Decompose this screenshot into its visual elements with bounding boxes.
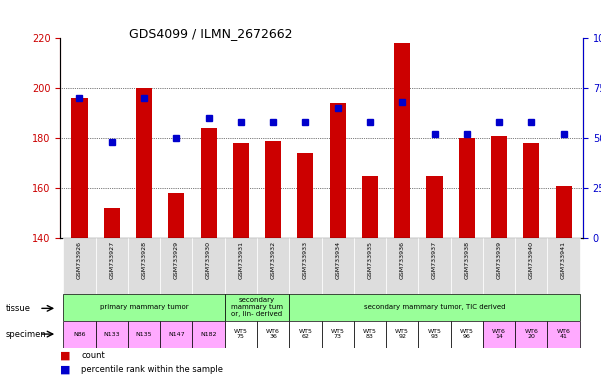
FancyBboxPatch shape [386, 321, 418, 348]
Text: WT5
96: WT5 96 [460, 329, 474, 339]
FancyBboxPatch shape [386, 238, 418, 294]
FancyBboxPatch shape [322, 321, 354, 348]
Text: secondary
mammary tum
or, lin- derived: secondary mammary tum or, lin- derived [231, 297, 283, 317]
Bar [201, 128, 216, 238]
Text: GDS4099 / ILMN_2672662: GDS4099 / ILMN_2672662 [129, 27, 292, 40]
Text: N133: N133 [103, 331, 120, 337]
FancyBboxPatch shape [483, 321, 515, 348]
Bar [265, 141, 281, 238]
Bar [168, 193, 185, 238]
Text: primary mammary tumor: primary mammary tumor [100, 304, 188, 310]
Text: GSM733926: GSM733926 [77, 241, 82, 279]
FancyBboxPatch shape [192, 238, 225, 294]
FancyBboxPatch shape [354, 238, 386, 294]
FancyBboxPatch shape [548, 321, 580, 348]
Text: WT5
92: WT5 92 [395, 329, 409, 339]
FancyBboxPatch shape [225, 294, 289, 321]
Bar [459, 138, 475, 238]
Text: GSM733934: GSM733934 [335, 241, 340, 279]
FancyBboxPatch shape [289, 321, 322, 348]
FancyBboxPatch shape [515, 238, 548, 294]
Text: N182: N182 [200, 331, 217, 337]
Bar [297, 153, 314, 238]
FancyBboxPatch shape [160, 321, 192, 348]
FancyBboxPatch shape [515, 321, 548, 348]
Text: N135: N135 [136, 331, 152, 337]
FancyBboxPatch shape [63, 294, 225, 321]
Text: GSM733935: GSM733935 [367, 241, 373, 279]
FancyBboxPatch shape [354, 321, 386, 348]
Text: tissue: tissue [6, 304, 31, 313]
Text: WT6
36: WT6 36 [266, 329, 280, 339]
Text: WT6
20: WT6 20 [525, 329, 538, 339]
FancyBboxPatch shape [96, 321, 128, 348]
FancyBboxPatch shape [322, 238, 354, 294]
Bar [72, 98, 88, 238]
Text: N147: N147 [168, 331, 185, 337]
Text: GSM733927: GSM733927 [109, 241, 114, 279]
FancyBboxPatch shape [257, 321, 289, 348]
Text: N86: N86 [73, 331, 86, 337]
FancyBboxPatch shape [128, 321, 160, 348]
FancyBboxPatch shape [128, 238, 160, 294]
FancyBboxPatch shape [483, 238, 515, 294]
Bar [233, 143, 249, 238]
Bar [491, 136, 507, 238]
Text: GSM733933: GSM733933 [303, 241, 308, 279]
Text: GSM733941: GSM733941 [561, 241, 566, 279]
Bar [394, 43, 410, 238]
Bar [362, 175, 378, 238]
Text: WT5
83: WT5 83 [363, 329, 377, 339]
Text: GSM733929: GSM733929 [174, 241, 178, 279]
FancyBboxPatch shape [548, 238, 580, 294]
Text: WT6
41: WT6 41 [557, 329, 570, 339]
FancyBboxPatch shape [96, 238, 128, 294]
Text: specimen: specimen [6, 329, 47, 339]
Text: GSM733940: GSM733940 [529, 241, 534, 279]
FancyBboxPatch shape [225, 238, 257, 294]
Text: WT5
62: WT5 62 [299, 329, 313, 339]
FancyBboxPatch shape [418, 238, 451, 294]
Text: secondary mammary tumor, TIC derived: secondary mammary tumor, TIC derived [364, 304, 505, 310]
Text: percentile rank within the sample: percentile rank within the sample [81, 365, 223, 374]
FancyBboxPatch shape [192, 321, 225, 348]
Text: WT6
14: WT6 14 [492, 329, 506, 339]
Text: GSM733939: GSM733939 [496, 241, 502, 279]
FancyBboxPatch shape [63, 321, 96, 348]
Text: GSM733937: GSM733937 [432, 241, 437, 279]
Text: ■: ■ [60, 350, 70, 360]
FancyBboxPatch shape [418, 321, 451, 348]
Bar [136, 88, 152, 238]
Text: WT5
75: WT5 75 [234, 329, 248, 339]
FancyBboxPatch shape [289, 238, 322, 294]
Text: GSM733936: GSM733936 [400, 241, 404, 279]
Text: GSM733930: GSM733930 [206, 241, 211, 279]
Bar [104, 208, 120, 238]
Bar [555, 185, 572, 238]
FancyBboxPatch shape [257, 238, 289, 294]
FancyBboxPatch shape [63, 238, 96, 294]
FancyBboxPatch shape [160, 238, 192, 294]
Text: WT5
93: WT5 93 [427, 329, 442, 339]
Text: GSM733931: GSM733931 [239, 241, 243, 279]
Text: GSM733938: GSM733938 [465, 241, 469, 279]
Text: ■: ■ [60, 364, 70, 374]
Bar [523, 143, 540, 238]
Text: GSM733932: GSM733932 [270, 241, 276, 279]
FancyBboxPatch shape [225, 321, 257, 348]
Text: count: count [81, 351, 105, 360]
Bar [329, 103, 346, 238]
FancyBboxPatch shape [451, 238, 483, 294]
FancyBboxPatch shape [451, 321, 483, 348]
Text: WT5
73: WT5 73 [331, 329, 344, 339]
Text: GSM733928: GSM733928 [141, 241, 147, 279]
FancyBboxPatch shape [289, 294, 580, 321]
Bar [427, 175, 442, 238]
